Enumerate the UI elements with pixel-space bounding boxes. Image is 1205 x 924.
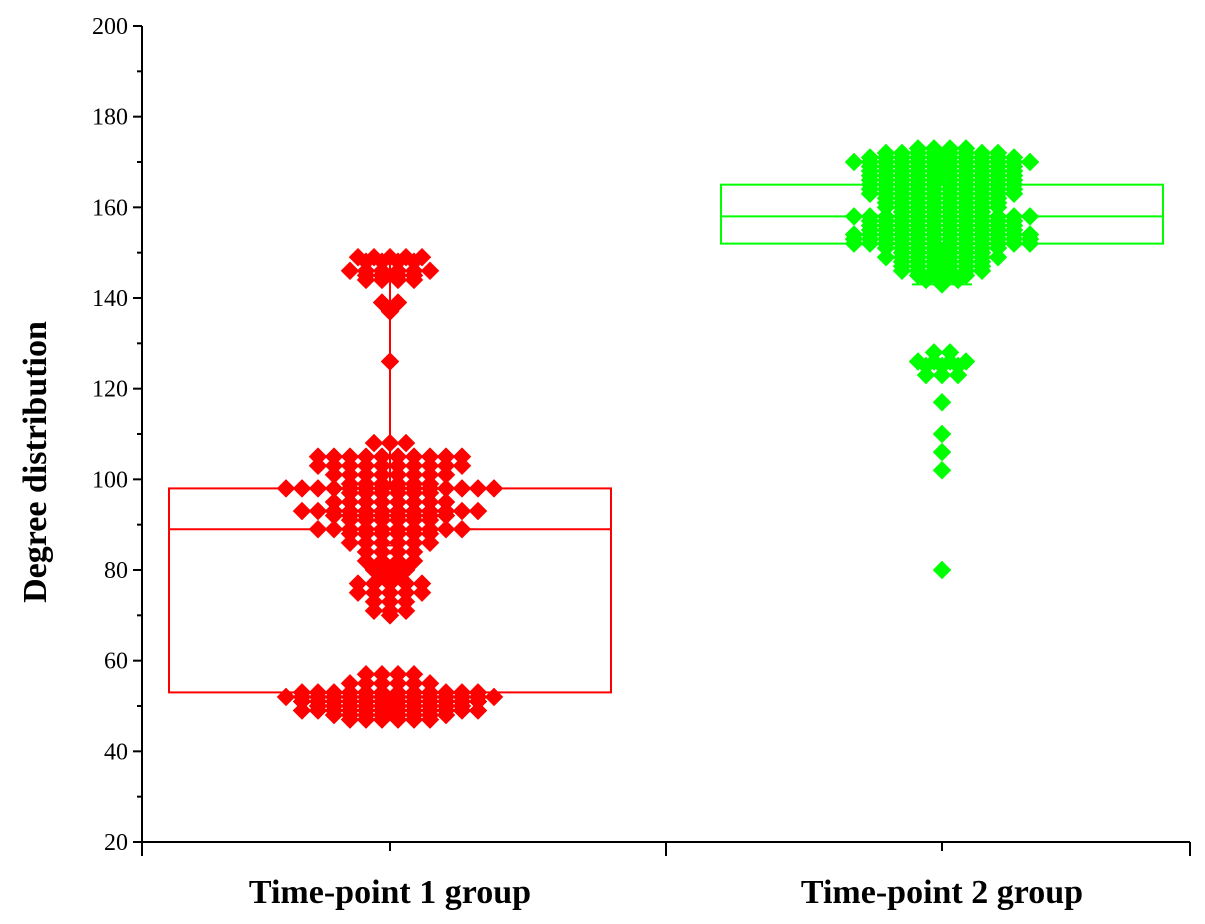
data-point bbox=[916, 270, 936, 290]
data-point bbox=[1004, 184, 1024, 204]
data-point bbox=[948, 270, 968, 290]
axes: 20 40 60 80 100 120 140 160 180 200 bbox=[92, 14, 1191, 856]
data-point bbox=[932, 424, 952, 444]
data-point bbox=[932, 275, 952, 294]
data-point bbox=[380, 605, 400, 625]
y-tick-label: 100 bbox=[92, 467, 128, 493]
data-point bbox=[932, 560, 952, 580]
data-point bbox=[452, 501, 472, 521]
data-point bbox=[388, 270, 408, 290]
data-point bbox=[348, 583, 368, 603]
data-point bbox=[892, 261, 912, 281]
data-point bbox=[948, 365, 968, 385]
data-point bbox=[932, 442, 952, 462]
y-tick-label: 180 bbox=[92, 105, 128, 131]
data-point bbox=[308, 456, 328, 476]
data-point bbox=[436, 705, 456, 725]
data-point bbox=[420, 261, 440, 281]
x-ticks bbox=[141, 842, 1191, 856]
data-point bbox=[452, 519, 472, 539]
data-point bbox=[844, 152, 864, 172]
data-point bbox=[404, 710, 424, 729]
data-point bbox=[468, 701, 488, 720]
y-tick-label: 160 bbox=[92, 195, 128, 221]
data-point bbox=[276, 687, 296, 707]
data-point bbox=[380, 302, 400, 321]
data-point bbox=[340, 710, 360, 729]
data-point bbox=[308, 501, 328, 521]
y-tick-label: 200 bbox=[92, 14, 128, 40]
data-point bbox=[356, 270, 376, 290]
data-point bbox=[876, 247, 896, 267]
data-point bbox=[916, 365, 936, 385]
data-point bbox=[356, 710, 376, 729]
data-point bbox=[452, 479, 472, 498]
data-point bbox=[372, 710, 392, 729]
data-point bbox=[1020, 207, 1040, 226]
y-tick-label: 60 bbox=[104, 649, 128, 675]
data-point bbox=[860, 184, 880, 204]
data-point bbox=[468, 501, 488, 521]
data-point bbox=[404, 270, 424, 290]
data-point bbox=[388, 710, 408, 729]
data-point bbox=[484, 479, 504, 498]
data-point bbox=[396, 601, 416, 621]
data-point bbox=[340, 261, 360, 281]
data-point bbox=[1020, 234, 1040, 253]
data-point bbox=[412, 583, 432, 603]
category-label: Time-point 2 group bbox=[801, 874, 1083, 911]
data-point bbox=[308, 479, 328, 498]
data-point bbox=[484, 687, 504, 707]
data-point bbox=[844, 207, 864, 226]
data-point bbox=[364, 601, 384, 621]
data-point bbox=[844, 234, 864, 253]
data-point bbox=[452, 701, 472, 720]
data-point bbox=[396, 433, 416, 453]
data-point bbox=[292, 501, 312, 521]
data-point bbox=[380, 433, 400, 453]
data-point bbox=[932, 365, 952, 385]
data-point bbox=[308, 701, 328, 720]
data-point bbox=[420, 710, 440, 729]
data-point bbox=[372, 270, 392, 290]
data-point bbox=[324, 705, 344, 725]
y-ticks: 20 40 60 80 100 120 140 160 180 200 bbox=[92, 14, 142, 856]
data-point bbox=[1020, 152, 1040, 172]
data-point bbox=[292, 479, 312, 498]
y-axis-title: Degree distribution bbox=[17, 321, 54, 603]
data-point bbox=[932, 460, 952, 480]
y-tick-label: 80 bbox=[104, 558, 128, 584]
data-point bbox=[468, 479, 488, 498]
data-point bbox=[860, 234, 880, 253]
data-point bbox=[364, 433, 384, 453]
y-tick-label: 20 bbox=[104, 830, 128, 856]
data-point bbox=[932, 392, 952, 412]
data-point bbox=[324, 519, 344, 539]
data-point bbox=[988, 247, 1008, 267]
data-point bbox=[436, 519, 456, 539]
data-point bbox=[276, 479, 296, 498]
data-point bbox=[340, 533, 360, 553]
data-point bbox=[292, 701, 312, 720]
data-point bbox=[972, 261, 992, 281]
y-tick-label: 120 bbox=[92, 377, 128, 403]
data-points bbox=[276, 139, 1040, 729]
data-point bbox=[1004, 234, 1024, 253]
data-point bbox=[308, 519, 328, 539]
y-tick-label: 40 bbox=[104, 739, 128, 765]
data-point bbox=[420, 533, 440, 553]
y-tick-label: 140 bbox=[92, 286, 128, 312]
category-label: Time-point 1 group bbox=[249, 874, 531, 911]
data-point bbox=[452, 456, 472, 476]
category-labels: Time-point 1 group Time-point 2 group bbox=[249, 874, 1083, 911]
data-point bbox=[380, 352, 400, 371]
